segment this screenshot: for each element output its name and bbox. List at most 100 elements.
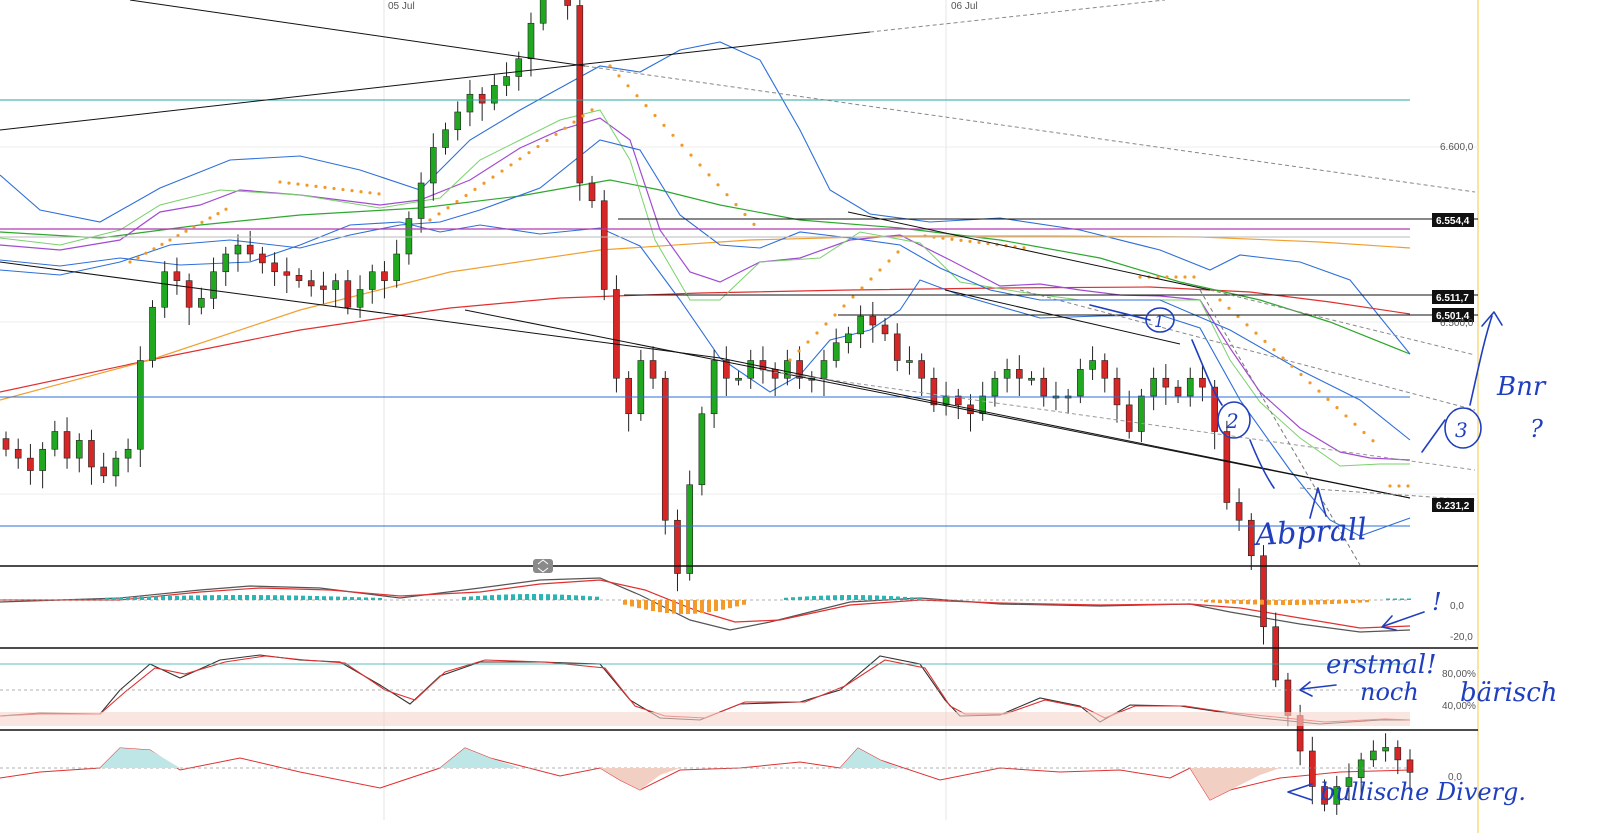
macd-hist-bar (364, 597, 368, 600)
candle-bull (637, 360, 645, 415)
candle-bear (881, 324, 889, 335)
sar-dot (680, 143, 684, 147)
macd-hist-bar (595, 596, 599, 600)
price-tag-label: 6.554,4 (1436, 216, 1470, 227)
macd-hist-bar (588, 596, 592, 600)
macd-hist-bar (644, 600, 648, 610)
price-tag (1432, 290, 1474, 304)
macd-hist-bar (1400, 598, 1404, 600)
macd-hist-bar (1309, 600, 1313, 605)
candle-bull (979, 395, 986, 415)
candle-bull (942, 395, 950, 406)
resize-arrows-icon (537, 559, 549, 573)
sar-dot (1227, 306, 1231, 310)
handwritten-annotations: 1 2 3 Bnr? Abprall! erstmal!noch bärisch bullis… (1089, 304, 1558, 806)
sar-dot (455, 200, 459, 204)
sar-dot (896, 250, 900, 254)
sar-dot (1326, 397, 1330, 401)
indicator-panes (0, 559, 1478, 800)
ma-red (0, 286, 1411, 393)
trendline-up-ext (869, 0, 1166, 33)
candle-bear (320, 285, 327, 290)
label-baerisch: bärisch (1460, 678, 1558, 708)
candle-bear (1394, 747, 1402, 761)
candle-bear (1162, 377, 1170, 388)
macd-hist-bar (497, 594, 501, 600)
sar-dot (554, 132, 558, 136)
macd-signal (0, 579, 1411, 629)
sar-dot (518, 157, 522, 161)
candle-bull (430, 147, 437, 184)
candle-bull (1089, 360, 1096, 370)
candle-bull (112, 457, 120, 477)
osc-area-neg (600, 768, 680, 790)
trendlines (0, 0, 1478, 566)
sar-dot (1353, 422, 1357, 426)
macd-hist-bar (1386, 598, 1390, 600)
label-bullische-divergenz: bullische Diverg. (1320, 778, 1526, 806)
candle-bull (747, 360, 755, 379)
candle-bear (674, 519, 681, 574)
price-tag (1432, 308, 1474, 322)
macd-hist-bar (490, 595, 494, 600)
sar-dot (1236, 314, 1240, 319)
macd-hist-bar (546, 594, 550, 600)
macd-hist-bar (462, 596, 466, 600)
trendline-up (0, 31, 871, 131)
sar-dot (437, 212, 441, 216)
sar-dot (842, 304, 846, 308)
candle-bull (149, 306, 156, 361)
sar-dot (208, 216, 212, 220)
sar-dot (482, 181, 486, 185)
macd-hist-bar (532, 594, 536, 600)
macd-hist-bar (336, 596, 340, 600)
sar-dot (1344, 414, 1348, 418)
candle-bull (857, 315, 864, 335)
sar-dot (671, 133, 675, 137)
sar-dot (1406, 484, 1410, 488)
macd-hist-bar (105, 597, 109, 600)
sar-dot (500, 169, 504, 173)
macd-hist-bar (1218, 600, 1222, 603)
macd-hist-bar (910, 597, 914, 600)
candle-bear (1406, 759, 1414, 773)
macd-hist-bar (196, 595, 200, 600)
candle-bull (1370, 750, 1377, 761)
label-abprall: Abprall (1252, 512, 1368, 553)
osc-line (0, 747, 1411, 801)
macd-hist-bar (112, 597, 116, 600)
date-label: 06 Jul (951, 1, 978, 12)
macd-hist-bar (504, 594, 508, 600)
sar-dot (572, 120, 576, 124)
candle-bear (14, 448, 22, 459)
macd-hist-bar (252, 595, 256, 600)
sar-dot (959, 238, 963, 242)
sar-dot (1192, 275, 1196, 279)
candle-bear (600, 200, 608, 290)
stroke-to-3 (1421, 419, 1446, 453)
label-erstmal: erstmal! (1326, 650, 1437, 680)
sar-dot (968, 239, 972, 243)
macd-hist-bar (679, 600, 683, 614)
candle-bear (27, 457, 34, 471)
macd-hist-bar (686, 600, 690, 614)
price-tag-label: 6.231,2 (1436, 501, 1470, 512)
macd-hist-bar (1302, 600, 1306, 605)
macd-hist-bar (287, 595, 291, 600)
price-axis-label: 6.600,0 (1440, 142, 1474, 153)
candle-bear (1321, 786, 1328, 805)
candle-bull (491, 85, 498, 104)
channel-lower (0, 261, 721, 359)
osc-area-pos (440, 748, 520, 768)
macd-axis-label: 0,0 (1450, 601, 1464, 612)
macd-hist-bar (672, 600, 676, 614)
candle-bull (161, 271, 169, 308)
sar-dot (332, 186, 336, 191)
macd-hist-bar (812, 596, 816, 600)
candle-bear (1211, 386, 1218, 432)
sar-dot (662, 123, 666, 127)
candle-bear (2, 438, 10, 450)
candle-bull (539, 0, 547, 24)
macd-hist-bar (210, 595, 214, 600)
macd-hist-bar (175, 595, 179, 600)
